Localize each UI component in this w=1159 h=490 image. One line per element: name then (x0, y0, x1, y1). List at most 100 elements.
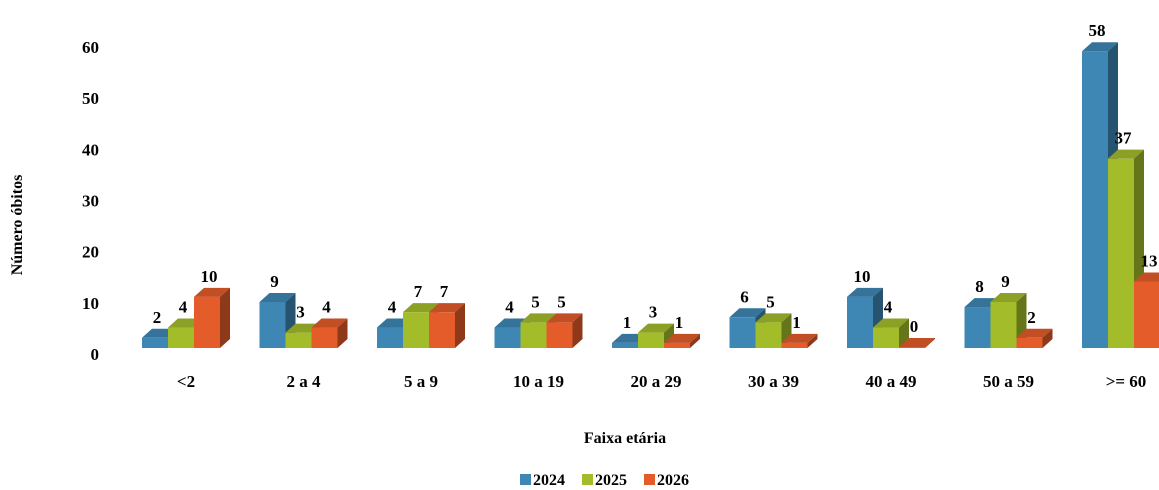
data-label: 5 (766, 292, 775, 311)
bar-front (990, 301, 1017, 348)
data-label: 7 (414, 282, 423, 301)
bar-top (873, 318, 909, 328)
bar-top (311, 318, 348, 328)
legend-label: 2024 (533, 472, 565, 489)
data-label: 13 (1141, 251, 1158, 270)
bar-front (781, 342, 808, 348)
bar-top (520, 313, 557, 323)
bar-side (572, 313, 583, 348)
bar-front (259, 301, 286, 348)
x-tick-label: 10 a 19 (513, 372, 564, 391)
data-label: 2 (153, 308, 162, 327)
bar-front (638, 332, 664, 348)
bar-front (311, 327, 338, 348)
data-label: 10 (201, 267, 218, 286)
x-tick-label: 5 a 9 (404, 372, 438, 391)
data-label: 4 (884, 298, 893, 317)
bar-side (807, 333, 818, 348)
bar-side (455, 303, 465, 348)
bar-front (664, 342, 690, 348)
x-axis-ticks: <2 2 a 4 5 a 9 10 a 19 20 a 29 30 a 39 40 a 49… (177, 372, 1146, 391)
data-label: 5 (557, 292, 566, 311)
bar-front (899, 347, 925, 348)
legend-swatch (644, 474, 655, 485)
bar-top (1134, 272, 1159, 282)
bar-front (194, 296, 220, 348)
bar-front (847, 296, 873, 348)
bar-2024-8 (1082, 42, 1118, 348)
bar-front (1082, 51, 1108, 348)
bar-2026-5 (781, 333, 818, 348)
data-label: 3 (649, 303, 658, 322)
bars (142, 42, 1159, 348)
y-axis-ticks: 0 10 20 30 40 50 60 (82, 38, 99, 364)
bar-top (755, 313, 792, 323)
bar-front (755, 322, 782, 348)
bar-side (337, 318, 348, 348)
y-tick-label: 10 (82, 294, 99, 313)
bar-front (546, 322, 573, 348)
data-label: 3 (296, 303, 305, 322)
y-tick-label: 0 (91, 345, 100, 364)
bar-front (520, 322, 547, 348)
bar-side (1042, 328, 1053, 348)
data-label: 1 (792, 313, 801, 332)
x-tick-label: 2 a 4 (287, 372, 322, 391)
data-label: 8 (975, 277, 984, 296)
x-tick-label: 30 a 39 (748, 372, 799, 391)
legend: 2024 2025 2026 (520, 472, 689, 489)
bar-front (142, 337, 168, 348)
data-label: 4 (505, 298, 514, 317)
bar-side (925, 338, 935, 348)
x-tick-label: >= 60 (1106, 372, 1147, 391)
bar-top (847, 287, 883, 297)
x-tick-label: <2 (177, 372, 195, 391)
legend-swatch (520, 474, 531, 485)
bar-2026-0 (194, 287, 230, 348)
bar-front (377, 327, 403, 348)
x-tick-label: 40 a 49 (866, 372, 917, 391)
bar-2025-6 (873, 318, 909, 348)
data-label: 7 (440, 282, 449, 301)
data-label: 9 (270, 272, 279, 291)
bar-2026-6 (899, 338, 935, 348)
bar-front (494, 327, 521, 348)
data-label: 5 (531, 292, 540, 311)
bar-top (1016, 328, 1053, 338)
data-label: 1 (623, 313, 632, 332)
bar-2026-7 (1016, 328, 1053, 348)
bar-front (729, 317, 756, 348)
bar-2026-1 (311, 318, 348, 348)
bar-front (873, 327, 899, 348)
bar-top (1082, 42, 1118, 52)
bar-top (990, 292, 1027, 302)
bar-side (220, 287, 230, 348)
bar-top (899, 338, 935, 347)
bar-2026-3 (546, 313, 583, 348)
x-axis-title: Faixa etária (584, 430, 666, 447)
legend-label: 2026 (657, 472, 689, 489)
y-tick-label: 60 (82, 38, 99, 57)
legend-swatch (582, 474, 593, 485)
bar-top (546, 313, 583, 323)
data-label: 4 (179, 298, 188, 317)
data-label: 0 (910, 317, 919, 336)
y-tick-label: 20 (82, 243, 99, 262)
y-tick-label: 30 (82, 192, 99, 211)
bar-side (690, 333, 700, 348)
x-tick-label: 20 a 29 (631, 372, 682, 391)
data-label: 9 (1001, 272, 1010, 291)
bar-2026-2 (429, 303, 465, 348)
data-label: 6 (740, 287, 749, 306)
data-label: 4 (322, 298, 331, 317)
bar-top (1108, 149, 1144, 159)
bar-top (429, 303, 465, 313)
data-label: 1 (675, 313, 684, 332)
y-axis-title: Número óbitos (9, 175, 26, 276)
y-tick-label: 50 (82, 89, 99, 108)
bar-top (781, 333, 818, 343)
bar-front (1108, 158, 1134, 348)
bar-front (612, 342, 638, 348)
